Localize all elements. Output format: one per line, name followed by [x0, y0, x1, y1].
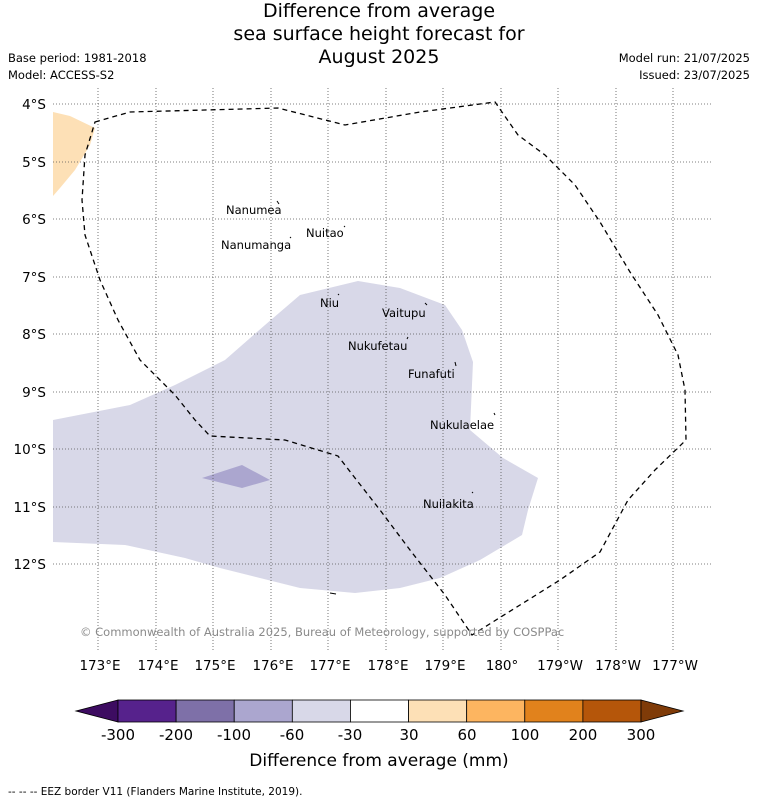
colorbar-swatches: [117, 699, 642, 723]
colorbar-title: Difference from average (mm): [249, 751, 508, 771]
place-label-nukufetau: Nukufetau: [348, 339, 407, 353]
colorbar-arrow-right: [640, 699, 685, 723]
lat-label: 11°S: [14, 500, 47, 516]
lon-label: 179°W: [537, 658, 583, 674]
colorbar-tick-label: -60: [280, 726, 305, 744]
colorbar-tick-label: 300: [627, 726, 656, 744]
colorbar-tick-label: -30: [338, 726, 363, 744]
colorbar-swatch: [291, 699, 351, 723]
colorbar-swatch: [408, 699, 468, 723]
anomaly-region-light-purple: [53, 281, 538, 593]
latitude-labels: 4°S 5°S 6°S 7°S 8°S 9°S 10°S 11°S 12°S: [14, 97, 47, 573]
meta-left: Base period: 1981-2018 Model: ACCESS-S2: [8, 50, 147, 84]
lat-label: 6°S: [22, 212, 46, 228]
lon-label: 176°E: [252, 658, 293, 674]
place-label-funafuti: Funafuti: [408, 367, 455, 381]
colorbar-arrow-left: [74, 699, 119, 723]
place-label-nanumea: Nanumea: [226, 203, 282, 217]
meta-right: Model run: 21/07/2025 Issued: 23/07/2025: [619, 50, 750, 84]
lat-label: 4°S: [22, 97, 46, 113]
map-title: Difference from average sea surface heig…: [0, 0, 758, 69]
colorbar-tick-label: 30: [399, 726, 418, 744]
model-run: Model run: 21/07/2025: [618, 51, 750, 65]
colorbar-tick-label: 60: [457, 726, 476, 744]
lon-label: 178°W: [595, 658, 641, 674]
eez-legend-footer: -- -- -- EEZ border V11 (Flanders Marine…: [8, 786, 303, 798]
lat-label: 7°S: [22, 270, 46, 286]
colorbar-tick-label: 100: [511, 726, 540, 744]
colorbar-swatch: [350, 699, 409, 723]
island-dots: [276, 200, 496, 595]
place-label-nanumanga: Nanumanga: [221, 238, 291, 252]
copyright-notice: © Commonwealth of Australia 2025, Bureau…: [80, 625, 564, 639]
model-name: Model: ACCESS-S2: [8, 68, 115, 82]
place-label-vaitupu: Vaitupu: [382, 306, 426, 320]
colorbar-swatch: [175, 699, 235, 723]
lon-label: 173°E: [79, 658, 120, 674]
colorbar: -300 -200 -100 -60 -30 30 60 100 200 300…: [74, 699, 685, 771]
anomaly-region-orange: [53, 112, 95, 196]
lon-label: 179°E: [424, 658, 465, 674]
lon-label: 178°E: [367, 658, 408, 674]
lon-label: 180°: [486, 658, 519, 674]
title-line-3: August 2025: [318, 46, 440, 68]
lon-label: 177°E: [309, 658, 350, 674]
colorbar-swatch: [233, 699, 293, 723]
map-area: [53, 112, 538, 593]
place-labels: Nanumea Nuitao Nanumanga Niu Vaitupu Nuk…: [221, 203, 494, 511]
anomaly-region-dark-purple: [202, 465, 270, 488]
colorbar-swatch: [466, 699, 526, 723]
longitude-labels: 173°E 174°E 175°E 176°E 177°E 178°E 179°…: [79, 658, 697, 674]
title-line-1: Difference from average: [262, 0, 496, 22]
colorbar-tick-label: -100: [217, 726, 251, 744]
colorbar-tick-label: 200: [569, 726, 598, 744]
lat-label: 5°S: [22, 155, 46, 171]
lat-label: 8°S: [22, 327, 46, 343]
lon-label: 174°E: [137, 658, 178, 674]
colorbar-tick-label: -300: [101, 726, 135, 744]
base-period: Base period: 1981-2018: [8, 51, 147, 65]
lat-label: 9°S: [22, 385, 46, 401]
title-line-2: sea surface height forecast for: [233, 23, 525, 45]
place-label-niu: Niu: [320, 296, 339, 310]
place-label-nuitao: Nuitao: [306, 226, 344, 240]
lat-label: 12°S: [14, 557, 47, 573]
colorbar-ticks: -300 -200 -100 -60 -30 30 60 100 200 300: [101, 726, 655, 744]
eez-border: [81, 101, 687, 636]
colorbar-swatch: [582, 699, 642, 723]
place-label-nuilakita: Nuilakita: [423, 497, 474, 511]
colorbar-tick-label: -200: [159, 726, 193, 744]
lon-label: 177°W: [652, 658, 698, 674]
colorbar-swatch: [117, 699, 177, 723]
lon-label: 175°E: [194, 658, 235, 674]
map-gridlines: [53, 88, 713, 650]
issued-date: Issued: 23/07/2025: [639, 68, 750, 82]
colorbar-swatch: [524, 699, 584, 723]
lat-label: 10°S: [14, 442, 47, 458]
place-label-nukulaelae: Nukulaelae: [430, 418, 494, 432]
